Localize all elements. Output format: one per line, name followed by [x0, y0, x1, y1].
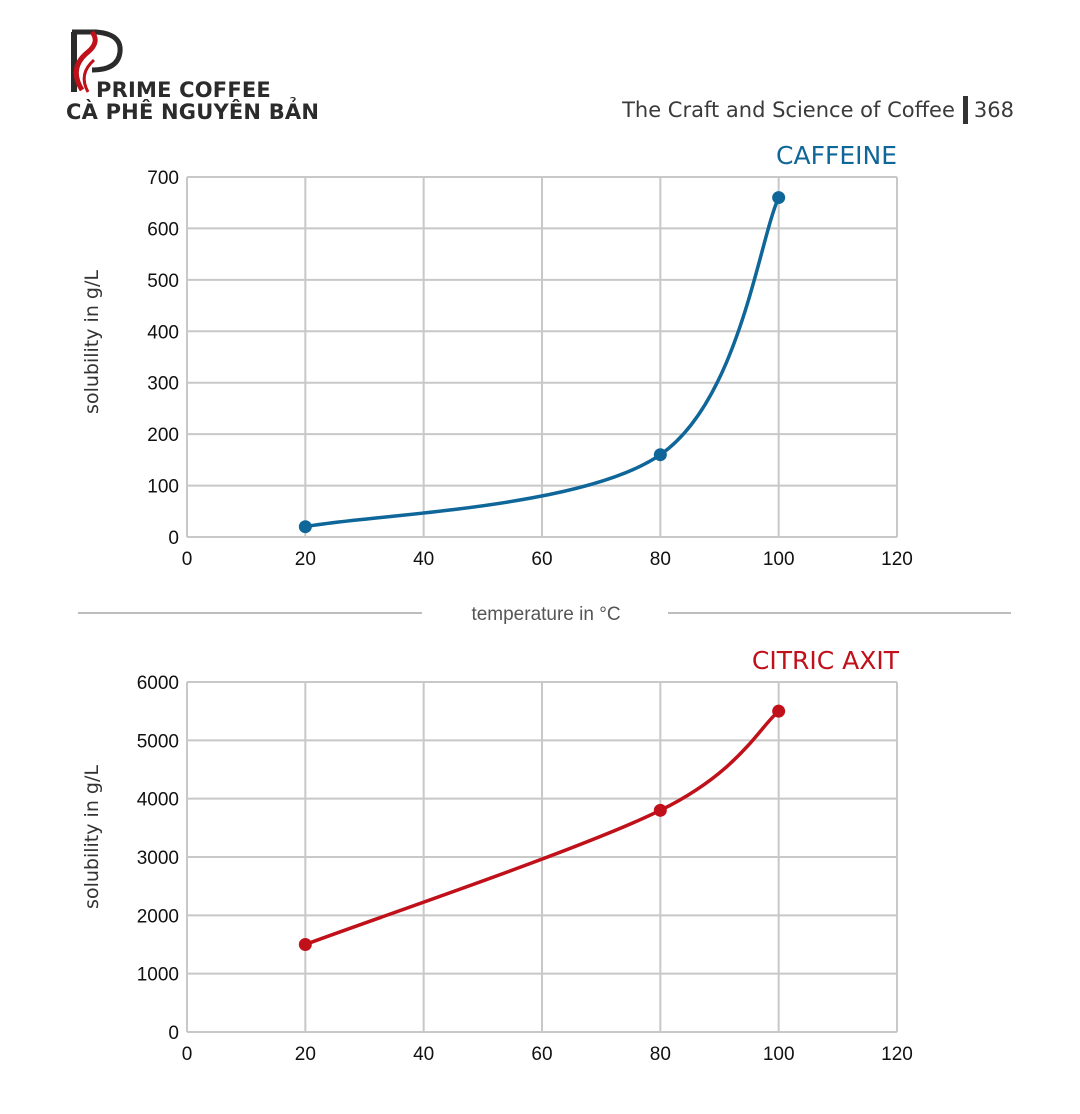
series-line	[303, 709, 781, 947]
x-tick-label: 0	[182, 549, 193, 570]
chart-title: CAFFEINE	[776, 141, 897, 170]
y-tick-label: 2000	[137, 906, 179, 927]
y-tick-label: 1000	[137, 965, 179, 986]
y-tick-label: 700	[147, 168, 179, 189]
y-axis-title: solubility in g/L	[81, 270, 103, 414]
y-tick-label: 300	[147, 374, 179, 395]
brand-name: PRIME COFFEE	[96, 78, 271, 102]
x-tick-label: 0	[182, 1044, 193, 1065]
series	[298, 191, 786, 534]
y-tick-label: 4000	[137, 790, 179, 811]
y-tick-label: 6000	[137, 673, 179, 694]
y-tick-label: 3000	[137, 848, 179, 869]
citric-acid-chart: CITRIC AXIT solubility in g/L 0 20 40 60 80 1…	[81, 646, 913, 1065]
y-axis-title: solubility in g/L	[81, 765, 103, 909]
data-point	[298, 520, 312, 534]
x-axis-title-divider: temperature in °C	[78, 604, 1011, 625]
x-tick-label: 120	[881, 549, 913, 570]
caffeine-chart: CAFFEINE solubility in g/L 0 20 40 60 80 100 1…	[81, 141, 913, 570]
y-tick-label: 5000	[137, 731, 179, 752]
y-tick-label: 0	[168, 1023, 179, 1044]
x-tick-label: 100	[763, 549, 795, 570]
brand-logo: PRIME COFFEE CÀ PHÊ NGUYÊN BẢN	[66, 28, 326, 128]
x-tick-label: 60	[531, 549, 552, 570]
book-title: The Craft and Science of Coffee	[622, 98, 955, 122]
chart-title: CITRIC AXIT	[752, 646, 900, 675]
data-point	[298, 938, 312, 951]
y-tick-label: 500	[147, 271, 179, 292]
x-tick-label: 80	[650, 1044, 671, 1065]
x-tick-label: 20	[295, 549, 316, 570]
y-ticks: 0 1000 2000 3000 4000 5000 6000	[137, 673, 179, 1044]
data-point	[772, 191, 786, 205]
x-axis-title: temperature in °C	[471, 604, 620, 625]
page-number: 368	[973, 98, 1014, 122]
x-tick-label: 120	[881, 1044, 913, 1065]
data-point	[772, 704, 786, 718]
page-header: The Craft and Science of Coffee 368	[622, 96, 1014, 124]
x-tick-label: 100	[763, 1044, 795, 1065]
x-ticks: 0 20 40 60 80 100 120	[182, 549, 913, 570]
x-ticks: 0 20 40 60 80 100 120	[182, 1044, 913, 1065]
brand-subname: CÀ PHÊ NGUYÊN BẢN	[66, 100, 320, 124]
y-tick-label: 600	[147, 219, 179, 240]
grid	[186, 681, 898, 1033]
x-tick-label: 20	[295, 1044, 316, 1065]
y-tick-label: 200	[147, 425, 179, 446]
x-tick-label: 80	[650, 549, 671, 570]
x-tick-label: 60	[531, 1044, 552, 1065]
y-tick-label: 100	[147, 477, 179, 498]
y-ticks: 0 100 200 300 400 500 600 700	[147, 168, 179, 549]
prime-coffee-logo-icon	[71, 29, 123, 93]
series	[298, 704, 786, 951]
x-tick-label: 40	[413, 1044, 434, 1065]
x-tick-label: 40	[413, 549, 434, 570]
header-divider	[962, 96, 968, 124]
y-tick-label: 400	[147, 322, 179, 343]
data-point	[653, 448, 667, 462]
y-tick-label: 0	[168, 528, 179, 549]
data-point	[653, 803, 667, 817]
grid	[186, 176, 898, 538]
